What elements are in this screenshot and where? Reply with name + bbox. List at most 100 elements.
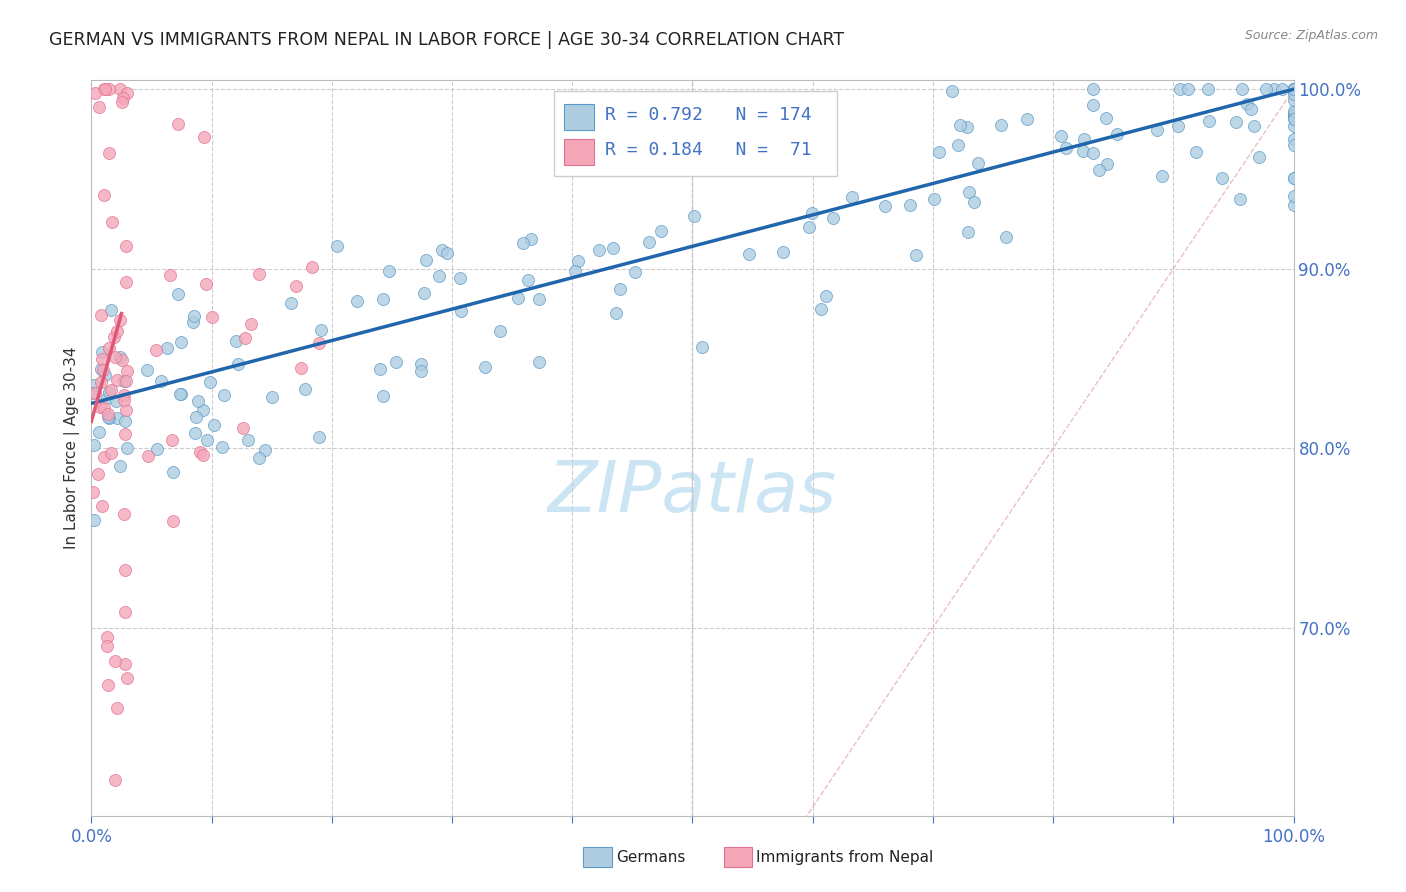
Point xyxy=(1167,119,1189,133)
Point xyxy=(799,220,821,235)
Point xyxy=(115,441,138,455)
Point xyxy=(94,82,117,96)
Point xyxy=(93,450,115,464)
Point xyxy=(135,363,157,377)
Point xyxy=(1050,128,1073,143)
Point xyxy=(167,118,190,132)
Point xyxy=(96,630,118,644)
Point xyxy=(98,341,121,355)
Point xyxy=(605,306,627,320)
Point xyxy=(167,287,190,301)
Point xyxy=(1094,112,1116,126)
Point xyxy=(1243,119,1265,133)
Point xyxy=(1282,82,1305,96)
Point xyxy=(1232,82,1254,96)
Point xyxy=(188,445,211,459)
Point xyxy=(195,277,218,291)
Point xyxy=(114,657,136,671)
Point xyxy=(810,301,832,316)
Point xyxy=(516,273,538,287)
Point xyxy=(436,246,458,260)
Point xyxy=(104,654,127,668)
Point xyxy=(187,394,209,409)
Point xyxy=(1282,82,1305,96)
Point xyxy=(1168,82,1191,96)
Point xyxy=(114,239,136,253)
Point xyxy=(1184,145,1206,159)
Point xyxy=(212,388,235,402)
Text: Immigrants from Nepal: Immigrants from Nepal xyxy=(756,850,934,864)
Point xyxy=(1256,82,1278,96)
Point xyxy=(1282,171,1305,186)
Point xyxy=(1282,83,1305,97)
Point xyxy=(301,260,323,274)
Point xyxy=(588,243,610,257)
Point xyxy=(83,513,105,527)
Point xyxy=(928,145,950,160)
Point xyxy=(193,448,215,462)
Point xyxy=(170,386,193,401)
Point xyxy=(112,374,135,388)
Point xyxy=(948,137,970,152)
Point xyxy=(110,313,132,327)
Point xyxy=(115,671,138,685)
Point xyxy=(97,408,120,422)
Point xyxy=(1095,157,1118,171)
Point xyxy=(430,244,453,258)
Point xyxy=(898,197,921,211)
Point xyxy=(195,434,218,448)
Point xyxy=(249,267,271,281)
Point xyxy=(211,441,233,455)
Point xyxy=(1282,82,1305,96)
Point xyxy=(1282,132,1305,146)
Point xyxy=(111,95,134,109)
Point xyxy=(967,155,990,169)
Point xyxy=(98,411,121,425)
Point xyxy=(1282,82,1305,96)
Point xyxy=(346,293,368,308)
Point xyxy=(191,403,214,417)
Point xyxy=(1282,83,1305,97)
Point xyxy=(160,433,183,447)
Point xyxy=(97,410,120,425)
Point xyxy=(1282,108,1305,122)
Point xyxy=(1150,169,1173,183)
Point xyxy=(413,285,436,300)
Text: Source: ZipAtlas.com: Source: ZipAtlas.com xyxy=(1244,29,1378,42)
Point xyxy=(101,215,124,229)
Point xyxy=(93,82,115,96)
Point xyxy=(105,324,128,338)
Point xyxy=(93,188,115,202)
Point xyxy=(110,350,132,364)
Point xyxy=(228,357,250,371)
Point xyxy=(1282,103,1305,118)
Point xyxy=(1282,94,1305,108)
Point xyxy=(1236,96,1258,111)
Point xyxy=(84,385,107,400)
Point xyxy=(162,465,184,479)
Point xyxy=(103,329,125,343)
Point xyxy=(922,192,945,206)
Point xyxy=(905,248,928,262)
Point xyxy=(377,264,399,278)
Point xyxy=(409,357,432,371)
Point xyxy=(202,418,225,433)
Point xyxy=(308,335,330,350)
Point xyxy=(994,230,1017,244)
Point xyxy=(1247,150,1270,164)
Point xyxy=(450,304,472,318)
Point xyxy=(1177,82,1199,96)
Point xyxy=(1282,82,1305,96)
Point xyxy=(136,449,159,463)
Point xyxy=(1225,114,1247,128)
Point xyxy=(90,375,112,389)
Point xyxy=(90,345,112,359)
Point xyxy=(1081,146,1104,161)
Point xyxy=(371,389,394,403)
Point xyxy=(873,199,896,213)
Point xyxy=(609,282,631,296)
Point xyxy=(115,374,138,388)
Point xyxy=(1282,82,1305,96)
Point xyxy=(84,86,107,100)
Point xyxy=(89,400,111,414)
